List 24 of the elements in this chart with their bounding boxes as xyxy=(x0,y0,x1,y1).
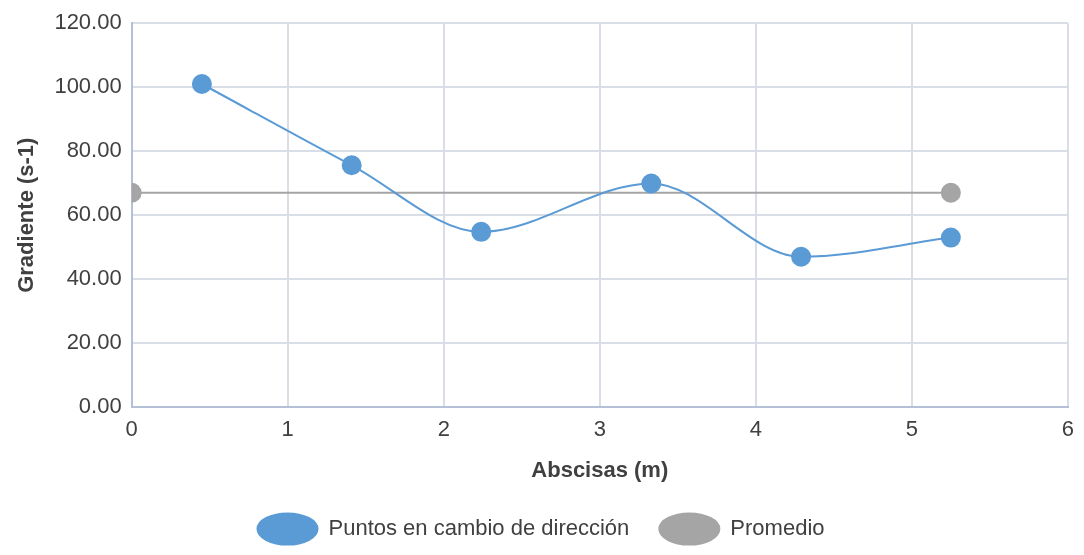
y-tick-label: 20.00 xyxy=(66,329,122,355)
y-tick-label: 80.00 xyxy=(66,137,122,163)
x-tick-label: 1 xyxy=(281,416,294,442)
point xyxy=(641,173,662,194)
x-tick-label: 5 xyxy=(905,416,918,442)
point xyxy=(791,246,812,267)
x-axis-title: Abscisas (m) xyxy=(531,456,669,482)
legend-label: Puntos en cambio de dirección xyxy=(328,515,630,541)
x-tick-label: 0 xyxy=(125,416,138,442)
y-tick-label: 100.00 xyxy=(54,73,122,99)
y-tick-label: 120.00 xyxy=(54,9,122,35)
y-tick-label: 60.00 xyxy=(66,201,122,227)
x-tick-label: 3 xyxy=(593,416,606,442)
x-tick-label: 6 xyxy=(1061,416,1075,442)
point xyxy=(471,221,492,242)
point xyxy=(341,155,362,176)
y-tick-label: 40.00 xyxy=(66,265,122,291)
x-tick-label: 2 xyxy=(437,416,450,442)
x-tick-label: 4 xyxy=(749,416,762,442)
legend-label: Promedio xyxy=(730,515,825,541)
y-axis-title: Gradiente (s-1) xyxy=(13,137,39,293)
point xyxy=(940,227,961,248)
y-tick-label: 0.00 xyxy=(78,393,122,419)
point xyxy=(191,74,212,94)
